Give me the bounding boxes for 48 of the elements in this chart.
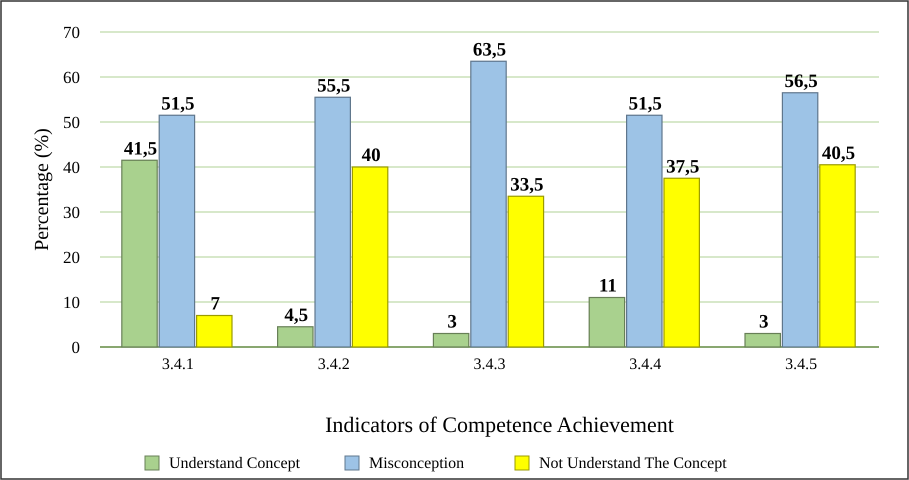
y-tick-label: 10 — [63, 293, 80, 312]
data-label: 4,5 — [284, 304, 308, 326]
y-tick-label: 60 — [63, 68, 80, 87]
legend-label: Not Understand The Concept — [539, 455, 728, 472]
bar — [819, 164, 856, 348]
x-tick-label: 3.4.5 — [785, 356, 818, 373]
data-label: 3 — [447, 312, 457, 332]
data-label: 55,5 — [317, 75, 350, 96]
bar — [314, 96, 351, 348]
data-label: 40 — [362, 145, 381, 166]
y-tick-label: 20 — [63, 248, 80, 267]
bar — [663, 178, 700, 348]
y-tick-label: 50 — [63, 113, 80, 132]
bar — [158, 114, 196, 348]
legend-label: Understand Concept — [169, 455, 301, 472]
y-tick-label: 30 — [63, 203, 80, 222]
y-tick-label: 0 — [72, 338, 80, 357]
bar — [782, 92, 818, 348]
data-label: 51,5 — [161, 93, 195, 114]
bar — [352, 166, 388, 348]
x-tick-label: 3.4.3 — [474, 356, 506, 373]
y-tick-label: 70 — [63, 23, 80, 42]
x-axis-title: Indicators of Competence Achievement — [325, 412, 674, 437]
y-axis-title: Percentage (%) — [31, 128, 53, 251]
bar — [277, 326, 314, 348]
data-label: 56,5 — [784, 70, 818, 92]
y-tick-label: 40 — [63, 158, 80, 177]
bar — [121, 160, 158, 348]
data-label: 63,5 — [472, 39, 506, 60]
bar — [744, 332, 782, 348]
bar — [196, 314, 233, 348]
legend-label: Misconception — [369, 455, 464, 472]
data-label: 3 — [758, 312, 768, 332]
x-tick-label: 3.4.4 — [629, 356, 662, 373]
data-label: 33,5 — [510, 174, 544, 196]
bar — [508, 196, 544, 348]
x-tick-label: 3.4.2 — [318, 356, 350, 373]
data-label: 11 — [598, 276, 617, 296]
bar — [588, 296, 626, 348]
data-label: 41,5 — [124, 138, 158, 160]
data-label: 7 — [210, 294, 221, 314]
x-tick-label: 3.4.1 — [162, 356, 194, 373]
bar — [470, 60, 507, 348]
data-label: 40,5 — [822, 142, 856, 164]
bar — [626, 114, 663, 348]
bar — [432, 332, 470, 348]
data-label: 37,5 — [666, 156, 700, 178]
data-label: 51,5 — [628, 93, 662, 114]
